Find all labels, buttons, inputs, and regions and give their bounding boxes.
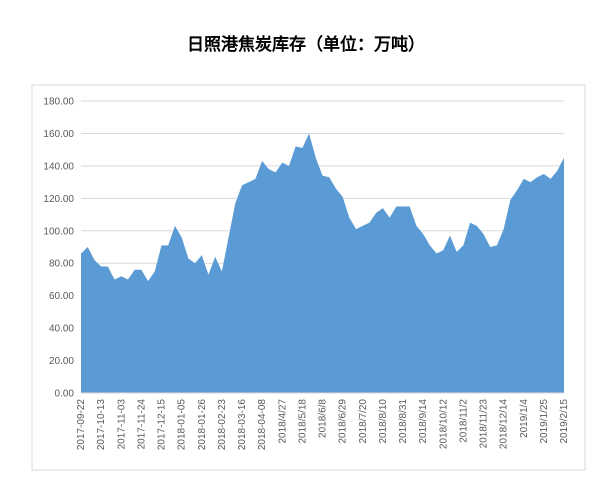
y-tick-label: 140.00 xyxy=(43,161,74,172)
x-tick-label: 2019/1/25 xyxy=(539,399,550,444)
x-tick-label: 2018/12/14 xyxy=(499,399,510,449)
y-tick-label: 120.00 xyxy=(43,194,74,205)
x-tick-label: 2018/8/31 xyxy=(398,399,409,444)
x-tick-label: 2018/6/29 xyxy=(338,399,349,444)
y-tick-label: 40.00 xyxy=(49,324,74,335)
x-tick-label: 2018/4/27 xyxy=(277,399,288,444)
x-tick-label: 2018-03-16 xyxy=(237,399,248,451)
chart-frame xyxy=(31,84,586,471)
x-tick-label: 2019/2/15 xyxy=(559,399,570,444)
x-tick-label: 2017-10-13 xyxy=(96,399,107,451)
x-tick-label: 2018-02-23 xyxy=(217,399,228,451)
x-tick-label: 2017-11-24 xyxy=(136,399,147,450)
y-tick-label: 80.00 xyxy=(49,259,74,270)
x-tick-label: 2018-01-05 xyxy=(177,399,188,451)
x-tick-label: 2018/11/23 xyxy=(479,399,490,449)
x-tick-label: 2019/1/4 xyxy=(519,399,530,438)
x-tick-label: 2018/7/20 xyxy=(358,399,369,444)
x-tick-label: 2018/8/10 xyxy=(378,399,389,444)
x-tick-label: 2018/9/14 xyxy=(418,399,429,444)
y-tick-label: 100.00 xyxy=(43,226,74,237)
x-tick-label: 2017-11-03 xyxy=(116,399,127,450)
x-tick-label: 2018/10/12 xyxy=(438,399,449,449)
x-tick-label: 2017-09-22 xyxy=(76,399,87,451)
x-tick-label: 2017-12-15 xyxy=(157,399,168,451)
x-tick-label: 2018-04-08 xyxy=(257,399,268,451)
chart-title: 日照港焦炭库存（单位：万吨） xyxy=(187,34,425,54)
y-tick-label: 60.00 xyxy=(49,291,74,302)
x-tick-label: 2018/5/18 xyxy=(297,399,308,444)
x-tick-label: 2018-01-26 xyxy=(197,399,208,451)
x-tick-label: 2018/6/8 xyxy=(318,399,329,438)
area xyxy=(81,133,564,393)
y-tick-label: 160.00 xyxy=(43,129,74,140)
y-tick-label: 180.00 xyxy=(43,97,74,108)
y-tick-label: 20.00 xyxy=(49,356,74,367)
x-tick-label: 2018/11/2 xyxy=(458,399,469,443)
y-tick-label: 0.00 xyxy=(55,389,75,400)
